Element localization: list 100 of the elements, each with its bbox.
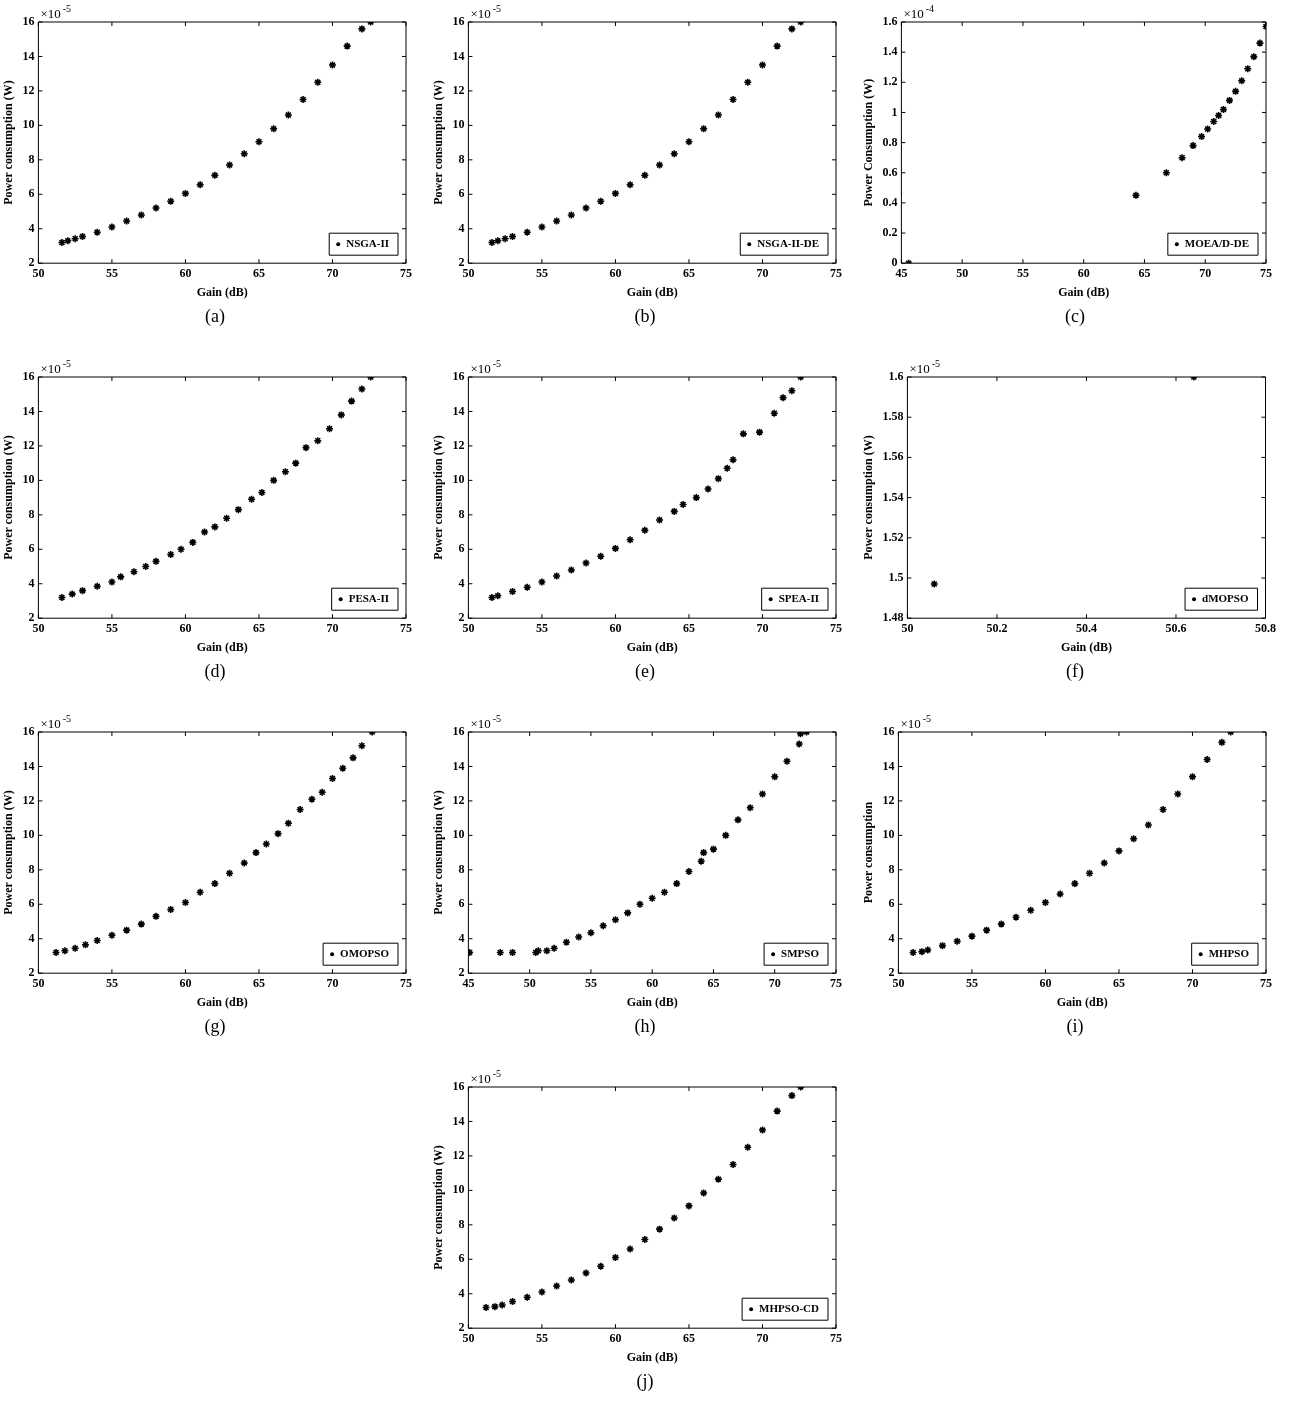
text: (c) xyxy=(1064,306,1086,327)
point xyxy=(500,234,510,244)
point xyxy=(672,879,682,888)
point xyxy=(755,427,764,437)
point xyxy=(1249,52,1259,61)
y-tick-label: 6 xyxy=(28,541,35,556)
point xyxy=(669,149,679,159)
point xyxy=(247,495,256,504)
y-tick-label: 12 xyxy=(22,83,35,98)
point xyxy=(635,899,645,909)
y-tick-label: 16 xyxy=(452,724,465,739)
point xyxy=(743,78,753,87)
point xyxy=(92,227,102,237)
x-tick-label: 55 xyxy=(535,266,548,281)
point xyxy=(107,931,117,940)
point xyxy=(699,848,708,857)
y-tick-label: 6 xyxy=(458,1251,465,1266)
y-tick-label: 6 xyxy=(458,186,465,201)
x-tick-label: 70 xyxy=(756,266,769,281)
point xyxy=(166,550,176,559)
point xyxy=(923,945,933,955)
point xyxy=(733,815,743,825)
point xyxy=(357,384,367,394)
point xyxy=(1173,789,1183,799)
text: NSGA-II xyxy=(346,237,390,250)
point xyxy=(328,774,337,783)
point xyxy=(647,893,657,903)
point xyxy=(552,571,561,581)
point xyxy=(284,110,293,120)
point xyxy=(787,386,797,396)
x-tick-label: 50.6 xyxy=(1165,621,1187,636)
point xyxy=(107,222,117,232)
y-tick-label: 1 xyxy=(891,104,898,119)
y-tick-label: 6 xyxy=(888,896,895,911)
point xyxy=(78,232,87,241)
x-tick-label: 70 xyxy=(1186,976,1199,991)
x-tick-label: 60 xyxy=(1039,976,1052,991)
y-tick-label: 2 xyxy=(458,965,465,980)
y-tick-label: 14 xyxy=(452,48,465,63)
y-tick-label: 8 xyxy=(28,506,35,521)
y-tick-label: 10 xyxy=(22,117,35,132)
y-tick-label: 12 xyxy=(452,1148,465,1163)
point xyxy=(596,551,606,561)
point xyxy=(684,137,694,147)
y-tick-label: 1.6 xyxy=(882,14,898,29)
x-tick-label: 65 xyxy=(1112,976,1125,991)
y-tick-label: 12 xyxy=(882,793,895,808)
y-axis-title: Power consumption (W) xyxy=(1,435,16,560)
point xyxy=(684,1201,694,1211)
point xyxy=(660,887,669,897)
y-tick-label: 1.4 xyxy=(882,44,898,59)
y-tick-label: 8 xyxy=(888,861,895,876)
point xyxy=(1041,898,1050,907)
y-tick-label: 0 xyxy=(891,255,898,270)
point xyxy=(251,848,261,857)
point xyxy=(151,557,161,566)
x-tick-label: 75 xyxy=(400,621,412,636)
point xyxy=(137,210,146,220)
point xyxy=(508,1297,517,1306)
point xyxy=(195,180,205,190)
y-axis-title: Power consumption (W) xyxy=(1,790,16,915)
y-tick-label: 1.5 xyxy=(888,570,904,585)
point xyxy=(552,216,561,226)
x-tick-label: 55 xyxy=(584,976,597,991)
x-tick-label: 65 xyxy=(682,266,695,281)
x-tick-label: 75 xyxy=(830,621,842,636)
y-tick-label: 14 xyxy=(452,403,465,418)
x-tick-label: 65 xyxy=(682,621,695,636)
x-tick-label: 55 xyxy=(105,266,118,281)
y-tick-label: 10 xyxy=(452,472,465,487)
y-tick-label: 1.6 xyxy=(888,369,904,384)
point xyxy=(625,1244,635,1254)
x-axis-title: Gain (dB) xyxy=(626,1349,678,1364)
point xyxy=(1203,124,1212,134)
point xyxy=(758,789,767,799)
point xyxy=(743,1143,753,1152)
point xyxy=(338,763,348,773)
y-tick-label: 12 xyxy=(22,438,35,453)
x-tick-label: 50 xyxy=(32,976,45,991)
point xyxy=(699,124,708,134)
point xyxy=(596,196,606,206)
point xyxy=(611,544,620,553)
x-tick-label: 65 xyxy=(682,1331,695,1346)
point xyxy=(200,527,209,537)
point xyxy=(487,238,497,247)
point xyxy=(508,587,517,596)
point xyxy=(714,110,723,120)
y-tick-label: 16 xyxy=(452,369,465,384)
point xyxy=(225,868,234,878)
point xyxy=(70,943,80,953)
y-tick-label: 10 xyxy=(452,1182,465,1197)
point xyxy=(78,586,87,595)
point xyxy=(67,589,77,599)
point xyxy=(669,507,679,516)
x-tick-label: 70 xyxy=(756,1331,769,1346)
x-tick-label: 70 xyxy=(768,976,781,991)
x-tick-label: 55 xyxy=(1016,266,1029,281)
x-axis-title: Gain (dB) xyxy=(196,284,248,299)
y-tick-label: 2 xyxy=(28,610,35,625)
point xyxy=(291,458,301,468)
